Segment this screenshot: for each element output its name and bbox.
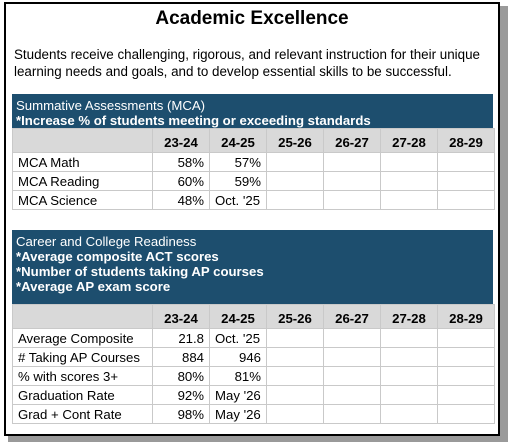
value-cell-23-24: 80%	[152, 366, 210, 386]
value-cell-24-25: 57%	[209, 152, 267, 172]
year-header-24-25: 24-25	[209, 304, 267, 329]
row-label: Average Composite	[12, 328, 153, 348]
value-cell-25-26	[266, 328, 324, 348]
table-row: # Taking AP Courses 884 946	[12, 347, 495, 367]
value-cell-28-29	[437, 171, 495, 191]
year-header-row: 23-24 24-25 25-26 26-27 27-28 28-29	[12, 304, 495, 329]
row-label: # Taking AP Courses	[12, 347, 153, 367]
value-cell-28-29	[437, 328, 495, 348]
year-header-28-29: 28-29	[437, 128, 495, 153]
table-row: % with scores 3+ 80% 81%	[12, 366, 495, 386]
value-cell-26-27	[323, 366, 381, 386]
value-cell-28-29	[437, 190, 495, 210]
value-cell-23-24: 60%	[152, 171, 210, 191]
row-label: MCA Science	[12, 190, 153, 210]
section2-line-ap-score: *Average AP exam score	[16, 279, 171, 294]
value-cell-26-27	[323, 347, 381, 367]
table-row: Graduation Rate 92% May '26	[12, 385, 495, 405]
value-cell-27-28	[380, 404, 438, 424]
header-blank-cell	[12, 128, 153, 153]
value-cell-26-27	[323, 328, 381, 348]
year-header-25-26: 25-26	[266, 128, 324, 153]
value-cell-27-28	[380, 385, 438, 405]
value-cell-27-28	[380, 152, 438, 172]
value-cell-23-24: 92%	[152, 385, 210, 405]
value-cell-24-25: 946	[209, 347, 267, 367]
value-cell-26-27	[323, 171, 381, 191]
value-cell-23-24: 21.8	[152, 328, 210, 348]
row-label: MCA Math	[12, 152, 153, 172]
value-cell-27-28	[380, 328, 438, 348]
value-cell-25-26	[266, 404, 324, 424]
value-cell-24-25: Oct. '25	[209, 328, 267, 348]
panel-title: Academic Excellence	[155, 8, 349, 29]
value-cell-26-27	[323, 385, 381, 405]
table-row: MCA Reading 60% 59%	[12, 171, 495, 191]
value-cell-28-29	[437, 366, 495, 386]
section2-table-box: 23-24 24-25 25-26 26-27 27-28 28-29 Average C…	[12, 304, 495, 424]
value-cell-24-25: May '26	[209, 385, 267, 405]
value-cell-28-29	[437, 404, 495, 424]
year-header-24-25: 24-25	[209, 128, 267, 153]
section1-subheading: *Increase % of students meeting or excee…	[16, 113, 371, 128]
row-label: % with scores 3+	[12, 366, 153, 386]
section2-line-act: *Average composite ACT scores	[16, 249, 219, 264]
row-label: MCA Reading	[12, 171, 153, 191]
section1-heading: Summative Assessments (MCA)	[16, 98, 206, 113]
year-header-26-27: 26-27	[323, 128, 381, 153]
value-cell-27-28	[380, 171, 438, 191]
section2-table: 23-24 24-25 25-26 26-27 27-28 28-29 Average C…	[12, 304, 495, 424]
value-cell-23-24: 98%	[152, 404, 210, 424]
value-cell-28-29	[437, 385, 495, 405]
section1-table-box: 23-24 24-25 25-26 26-27 27-28 28-29 MCA Math 5…	[12, 128, 495, 210]
section2-heading: Career and College Readiness	[16, 234, 197, 249]
table-row: MCA Math 58% 57%	[12, 152, 495, 172]
value-cell-26-27	[323, 404, 381, 424]
value-cell-25-26	[266, 366, 324, 386]
value-cell-26-27	[323, 190, 381, 210]
value-cell-27-28	[380, 347, 438, 367]
row-label: Graduation Rate	[12, 385, 153, 405]
value-cell-25-26	[266, 190, 324, 210]
value-cell-28-29	[437, 152, 495, 172]
value-cell-24-25: 81%	[209, 366, 267, 386]
value-cell-25-26	[266, 152, 324, 172]
value-cell-23-24: 884	[152, 347, 210, 367]
academic-excellence-panel: Academic Excellence Students receive cha…	[4, 2, 500, 436]
section1-table: 23-24 24-25 25-26 26-27 27-28 28-29 MCA Math 5…	[12, 128, 495, 210]
value-cell-25-26	[266, 171, 324, 191]
value-cell-23-24: 48%	[152, 190, 210, 210]
header-blank-cell	[12, 304, 153, 329]
value-cell-25-26	[266, 385, 324, 405]
table-row: Average Composite 21.8 Oct. '25	[12, 328, 495, 348]
value-cell-27-28	[380, 190, 438, 210]
year-header-26-27: 26-27	[323, 304, 381, 329]
year-header-27-28: 27-28	[380, 304, 438, 329]
section2-header: Career and College Readiness *Average co…	[12, 230, 493, 304]
section2-line-ap-count: *Number of students taking AP courses	[16, 264, 264, 279]
value-cell-26-27	[323, 152, 381, 172]
year-header-28-29: 28-29	[437, 304, 495, 329]
value-cell-23-24: 58%	[152, 152, 210, 172]
row-label: Grad + Cont Rate	[12, 404, 153, 424]
value-cell-25-26	[266, 347, 324, 367]
year-header-27-28: 27-28	[380, 128, 438, 153]
year-header-23-24: 23-24	[152, 304, 210, 329]
intro-text: Students receive challenging, rigorous, …	[14, 47, 480, 79]
year-header-row: 23-24 24-25 25-26 26-27 27-28 28-29	[12, 128, 495, 153]
section1-header: Summative Assessments (MCA) *Increase % …	[12, 94, 493, 128]
table-row: MCA Science 48% Oct. '25	[12, 190, 495, 210]
value-cell-24-25: 59%	[209, 171, 267, 191]
year-header-23-24: 23-24	[152, 128, 210, 153]
value-cell-28-29	[437, 347, 495, 367]
value-cell-24-25: Oct. '25	[209, 190, 267, 210]
value-cell-24-25: May '26	[209, 404, 267, 424]
table-row: Grad + Cont Rate 98% May '26	[12, 404, 495, 424]
year-header-25-26: 25-26	[266, 304, 324, 329]
value-cell-27-28	[380, 366, 438, 386]
